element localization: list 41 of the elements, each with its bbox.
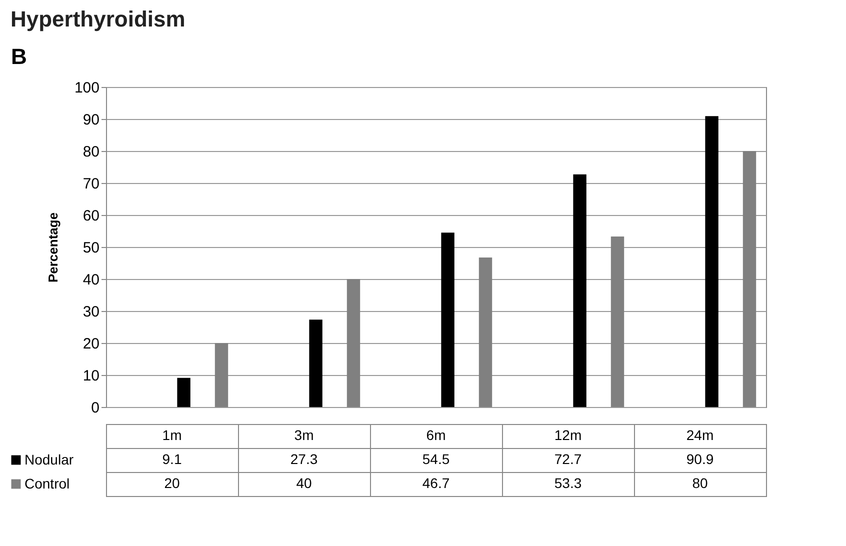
y-tick-label: 20 — [82, 336, 100, 352]
data-label: 54.5 — [422, 451, 450, 467]
bar — [742, 151, 756, 407]
bar — [441, 232, 454, 407]
text: B — [11, 44, 27, 69]
y-tick-label: 50 — [82, 240, 100, 256]
y-tick-label: 60 — [82, 208, 100, 224]
y-tick-label: 80 — [82, 144, 100, 160]
data-label: 27.3 — [290, 451, 318, 467]
x-tick-label: 6m — [426, 427, 446, 443]
y-tick-label: 70 — [82, 176, 100, 192]
data-label: 90.9 — [686, 451, 714, 467]
y-tick-label: 100 — [74, 80, 100, 96]
x-tick-label: 24m — [686, 427, 714, 443]
data-label: 20 — [164, 475, 180, 491]
legend-label: Control — [24, 476, 70, 492]
y-tick-label: 10 — [82, 368, 100, 384]
data-label: 72.7 — [554, 451, 582, 467]
data-label: 9.1 — [162, 451, 182, 467]
x-tick-label: 12m — [554, 427, 582, 443]
y-tick-label: 90 — [82, 112, 100, 128]
data-label: 53.3 — [554, 475, 582, 491]
y-tick-label: 30 — [82, 304, 100, 320]
y-tick-label: 40 — [82, 272, 100, 288]
bar — [214, 343, 228, 407]
legend-label: Nodular — [24, 452, 74, 468]
data-label: 40 — [296, 475, 312, 491]
data-label: 46.7 — [422, 475, 450, 491]
bar — [177, 378, 190, 407]
data-label: 80 — [692, 475, 708, 491]
bar — [478, 258, 492, 407]
bar — [309, 320, 322, 407]
x-tick-label: 3m — [294, 427, 314, 443]
bar — [705, 116, 718, 407]
bar — [573, 174, 586, 407]
y-axis-title: Percentage — [45, 212, 60, 283]
bar — [346, 279, 360, 407]
y-tick-label: 0 — [91, 400, 100, 416]
x-tick-label: 1m — [162, 427, 182, 443]
bar — [610, 236, 624, 407]
chart-title: Hyperthyroidism — [10, 6, 186, 32]
